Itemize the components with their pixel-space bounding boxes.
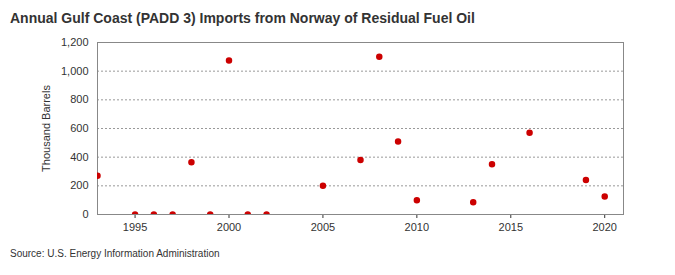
svg-text:2010: 2010 bbox=[405, 221, 429, 233]
html-text:Source: U.S. Energy Informatio: Source: U.S. Energy Information Administ… bbox=[10, 248, 220, 259]
svg-text:1995: 1995 bbox=[123, 221, 147, 233]
svg-text:2000: 2000 bbox=[217, 221, 241, 233]
html-text:Annual Gulf Coast (PADD 3) Imp: Annual Gulf Coast (PADD 3) Imports from … bbox=[10, 10, 475, 26]
svg-text:1,000: 1,000 bbox=[61, 65, 89, 77]
svg-text:Thousand Barrels: Thousand Barrels bbox=[40, 85, 52, 172]
svg-text:600: 600 bbox=[70, 122, 88, 134]
svg-text:200: 200 bbox=[70, 179, 88, 191]
svg-text:400: 400 bbox=[70, 151, 88, 163]
svg-text:1,200: 1,200 bbox=[61, 36, 89, 48]
svg-text:0: 0 bbox=[82, 208, 88, 220]
svg-text:2015: 2015 bbox=[499, 221, 523, 233]
svg-text:800: 800 bbox=[70, 93, 88, 105]
svg-text:2005: 2005 bbox=[311, 221, 335, 233]
svg-text:2020: 2020 bbox=[592, 221, 616, 233]
